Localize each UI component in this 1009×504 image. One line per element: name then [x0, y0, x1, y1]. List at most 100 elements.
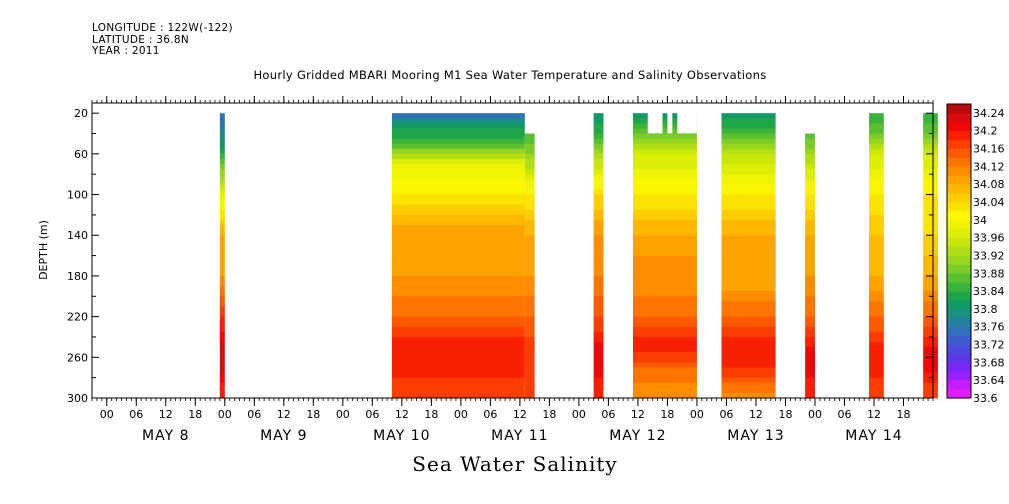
salinity-cell	[392, 306, 525, 312]
salinity-cell	[593, 209, 604, 216]
x-hour-label: 00	[454, 408, 468, 421]
salinity-cell	[593, 174, 604, 180]
salinity-cell	[524, 245, 535, 251]
year-label: YEAR : 2011	[92, 45, 160, 57]
data-segment	[632, 113, 697, 399]
salinity-cell	[632, 306, 697, 312]
salinity-cell	[632, 189, 697, 195]
salinity-cell	[524, 148, 535, 155]
salinity-cell	[805, 382, 815, 389]
x-hour-label: 00	[100, 408, 114, 421]
salinity-cell	[593, 382, 604, 389]
salinity-cell	[721, 209, 776, 216]
salinity-cell	[219, 331, 225, 338]
salinity-cell	[869, 174, 884, 180]
x-hour-label: 18	[542, 408, 556, 421]
salinity-cell	[219, 169, 225, 175]
salinity-cell	[632, 347, 697, 353]
salinity-cell	[219, 219, 225, 226]
salinity-cell	[219, 382, 225, 389]
x-hour-label: 06	[365, 408, 379, 421]
salinity-cell	[923, 219, 938, 226]
x-hour-label: 06	[483, 408, 497, 421]
salinity-cell	[632, 194, 697, 201]
salinity-cell	[219, 352, 225, 358]
salinity-cell	[524, 367, 535, 373]
salinity-cell	[593, 347, 604, 353]
salinity-cell	[392, 123, 525, 129]
salinity-cell	[392, 143, 525, 150]
y-tick-label: 260	[67, 351, 88, 364]
salinity-cell	[593, 250, 604, 256]
salinity-cell	[524, 357, 535, 363]
salinity-cell	[632, 133, 697, 140]
salinity-cell	[721, 189, 776, 195]
colorbar-swatch	[947, 104, 971, 114]
salinity-cell	[632, 225, 697, 231]
salinity-cell	[923, 148, 938, 155]
salinity-cell	[923, 235, 938, 241]
salinity-cell	[632, 362, 697, 368]
salinity-cell	[219, 260, 225, 267]
salinity-cell	[721, 138, 776, 145]
salinity-cell	[923, 199, 938, 206]
x-hour-label: 06	[247, 408, 261, 421]
data-segment	[923, 113, 938, 399]
salinity-cell	[805, 301, 815, 307]
salinity-cell	[632, 372, 697, 379]
salinity-cell	[805, 281, 815, 287]
salinity-cell	[632, 387, 697, 394]
salinity-cell	[805, 331, 815, 338]
salinity-cell	[721, 214, 776, 221]
salinity-cell	[392, 377, 525, 384]
salinity-cell	[392, 199, 525, 206]
salinity-cell	[593, 123, 604, 129]
salinity-cell	[805, 347, 815, 353]
salinity-cell	[593, 311, 604, 318]
salinity-cell	[805, 260, 815, 267]
x-day-label: MAY 14	[845, 428, 902, 444]
colorbar-label: 34.16	[973, 143, 1005, 156]
salinity-cell	[869, 342, 884, 348]
x-day-label: MAY 10	[373, 428, 430, 444]
salinity-cell	[392, 347, 525, 353]
salinity-cell	[593, 362, 604, 368]
salinity-cell	[632, 245, 697, 251]
salinity-cell	[593, 377, 604, 384]
salinity-cell	[593, 225, 604, 231]
salinity-cell	[392, 174, 525, 180]
salinity-cell	[593, 189, 604, 195]
colorbar-label: 34	[973, 214, 987, 227]
salinity-cell	[593, 342, 604, 348]
salinity-cell	[392, 179, 525, 185]
salinity-cell	[593, 286, 604, 292]
salinity-cell	[869, 225, 884, 231]
salinity-cell	[721, 275, 776, 282]
salinity-cell	[392, 225, 525, 231]
salinity-cell	[219, 311, 225, 318]
data-segment	[524, 133, 535, 399]
salinity-cell	[805, 270, 815, 277]
salinity-cell	[923, 164, 938, 170]
salinity-cell	[721, 225, 776, 231]
salinity-cell	[392, 286, 525, 292]
salinity-cell	[593, 352, 604, 358]
salinity-cell	[524, 275, 535, 282]
salinity-cell	[805, 174, 815, 180]
data-segment	[219, 113, 225, 399]
salinity-cell	[392, 250, 525, 256]
salinity-cell	[923, 255, 938, 262]
salinity-cell	[593, 275, 604, 282]
salinity-cell	[219, 174, 225, 180]
salinity-cell	[805, 138, 815, 145]
salinity-cell	[869, 296, 884, 302]
colorbar-swatch	[947, 237, 971, 247]
colorbar-label: 33.68	[973, 356, 1005, 369]
salinity-cell	[593, 133, 604, 140]
colorbar-swatch	[947, 264, 971, 274]
salinity-cell	[805, 214, 815, 221]
salinity-cell	[392, 128, 525, 134]
colorbar-label: 34.04	[973, 196, 1005, 209]
salinity-cell	[524, 194, 535, 201]
salinity-cell	[869, 367, 884, 373]
